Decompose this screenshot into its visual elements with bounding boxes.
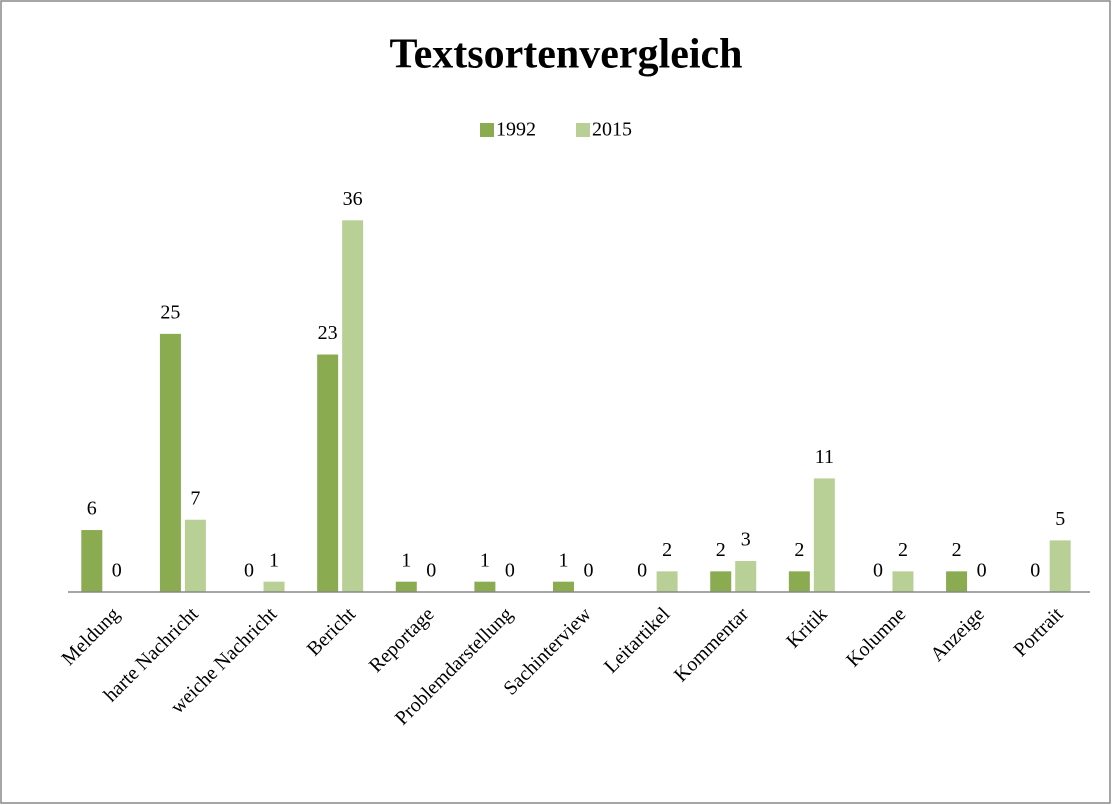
bar [656,571,678,592]
data-label: 0 [977,560,987,582]
data-label: 11 [815,446,834,468]
bar [710,571,732,592]
data-label: 1 [269,549,279,571]
legend-label: 2015 [592,119,632,141]
data-label: 0 [505,560,515,582]
data-label: 0 [244,560,254,582]
data-label: 2 [794,539,804,561]
chart-title: Textsortenvergleich [389,32,742,78]
data-label: 2 [716,539,726,561]
data-label: 0 [1030,560,1040,582]
data-label: 1 [480,549,490,571]
data-label: 0 [112,560,122,582]
bar [553,581,574,592]
bar [263,581,285,592]
legend-swatch [576,123,590,137]
bar [735,561,757,592]
data-label: 1 [401,549,411,571]
data-label: 23 [318,322,338,344]
data-label: 2 [898,539,908,561]
bar [184,519,206,592]
data-label: 0 [426,560,436,582]
bar [81,530,103,592]
data-label: 0 [584,560,594,582]
data-label: 2 [662,539,672,561]
data-label: 1 [559,549,569,571]
bar [342,220,364,593]
data-label: 0 [637,560,647,582]
bar [317,354,339,592]
data-label: 36 [343,188,363,210]
bar [892,571,914,592]
legend-label: 1992 [496,119,536,141]
bar [395,581,417,592]
data-label: 0 [873,560,883,582]
data-label: 7 [190,487,200,509]
data-label: 25 [160,301,180,323]
bar [1049,540,1071,592]
data-label: 2 [952,539,962,561]
bar [788,571,810,592]
bar [159,333,181,592]
legend-swatch [480,123,494,137]
bar [813,478,835,592]
data-label: 3 [741,529,751,551]
data-label: 6 [87,498,97,520]
bar [946,571,968,592]
bar [474,581,496,592]
data-label: 5 [1055,508,1065,530]
